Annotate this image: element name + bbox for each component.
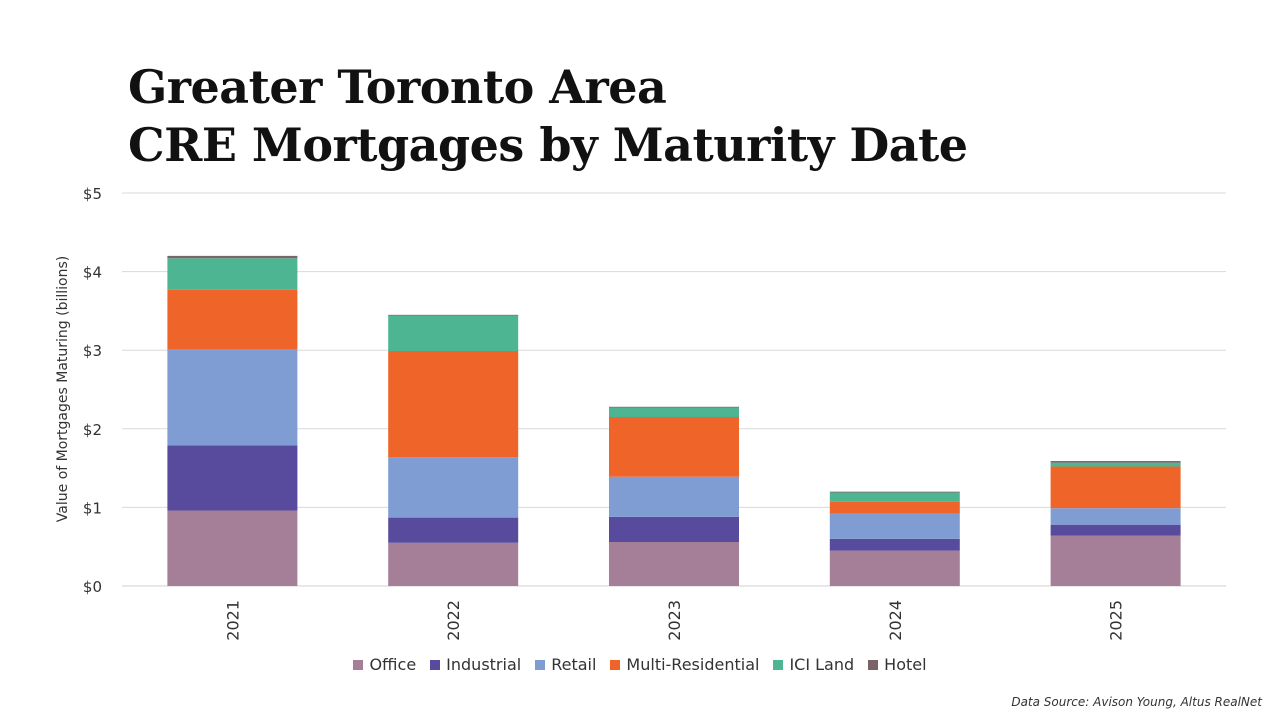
x-tick-label: 2023 [665,600,684,641]
legend-item: Retail [535,655,596,674]
data-source-note: Data Source: Avison Young, Altus RealNet [1011,695,1262,709]
legend-item: Office [353,655,416,674]
bar-segment-multi-residential-2021 [167,289,298,350]
bar-segment-industrial-2025 [1050,524,1181,536]
bar-segment-office-2024 [829,550,960,586]
legend-swatch [353,659,364,670]
bar-segment-ici-land-2021 [167,258,298,290]
x-tick-label: 2022 [444,600,463,641]
title-line-2: CRE Mortgages by Maturity Date [128,118,968,172]
bar-segment-industrial-2024 [829,538,960,551]
y-axis-label: Value of Mortgages Maturing (billions) [55,256,71,522]
x-axis-ticks: 2021 2022 2023 2024 2025 [223,600,1125,641]
bar-segment-multi-residential-2024 [829,501,960,514]
legend-label: Office [369,655,417,674]
bar-segment-retail-2024 [829,513,960,539]
legend-item: Multi-Residential [610,655,759,674]
bar-segment-retail-2021 [167,349,298,446]
legend-swatch [773,659,784,670]
legend-label: Multi-Residential [626,655,760,674]
legend-label: ICI Land [789,655,855,674]
bar-segment-office-2025 [1050,535,1181,586]
bar-segment-ici-land-2022 [388,315,519,351]
bar-segment-industrial-2022 [388,517,519,543]
y-tick-label: $1 [83,499,102,517]
x-tick-label: 2021 [223,600,242,641]
bar-segment-retail-2022 [388,457,519,518]
bar-segment-office-2021 [167,510,298,586]
bar-segment-ici-land-2024 [829,492,960,502]
bar-segment-industrial-2021 [167,445,298,511]
chart-legend: Office Industrial Retail Multi-Residential I… [0,655,1280,674]
bar-segment-hotel-2022 [388,314,519,316]
title-line-1: Greater Toronto Area [128,60,667,114]
legend-item: ICI Land [773,655,854,674]
bar-segment-office-2023 [609,541,739,586]
bar-segment-multi-residential-2023 [609,417,739,477]
bar-segment-hotel-2025 [1050,461,1181,463]
bar-segment-multi-residential-2022 [388,350,519,458]
y-tick-label: $2 [83,421,102,439]
chart-title: Greater Toronto Area CRE Mortgages by Ma… [128,58,968,174]
bar-segment-hotel-2024 [829,491,960,493]
y-tick-label: $5 [83,185,102,203]
y-axis-ticks: $0 $1 $2 $3 $4 $5 [83,185,102,596]
bar-segment-hotel-2021 [167,255,298,259]
legend-label: Retail [551,655,597,674]
bar-segment-ici-land-2023 [609,407,739,418]
bars [167,255,1181,586]
legend-swatch [535,659,546,670]
bar-segment-hotel-2023 [609,406,739,408]
bar-segment-ici-land-2025 [1050,462,1181,467]
legend-swatch [430,659,441,670]
x-tick-label: 2025 [1107,600,1126,641]
y-tick-label: $3 [83,342,102,360]
bar-segment-multi-residential-2025 [1050,466,1181,509]
y-tick-label: $4 [83,264,102,282]
legend-item: Industrial [430,655,521,674]
bar-segment-office-2022 [388,542,519,586]
legend-swatch [868,659,879,670]
bar-segment-retail-2023 [609,476,739,517]
bar-segment-industrial-2023 [609,516,739,542]
legend-label: Hotel [884,655,927,674]
legend-label: Industrial [446,655,522,674]
x-tick-label: 2024 [886,600,905,641]
legend-swatch [610,659,621,670]
legend-item: Hotel [868,655,927,674]
y-tick-label: $0 [83,578,102,596]
bar-segment-retail-2025 [1050,508,1181,525]
